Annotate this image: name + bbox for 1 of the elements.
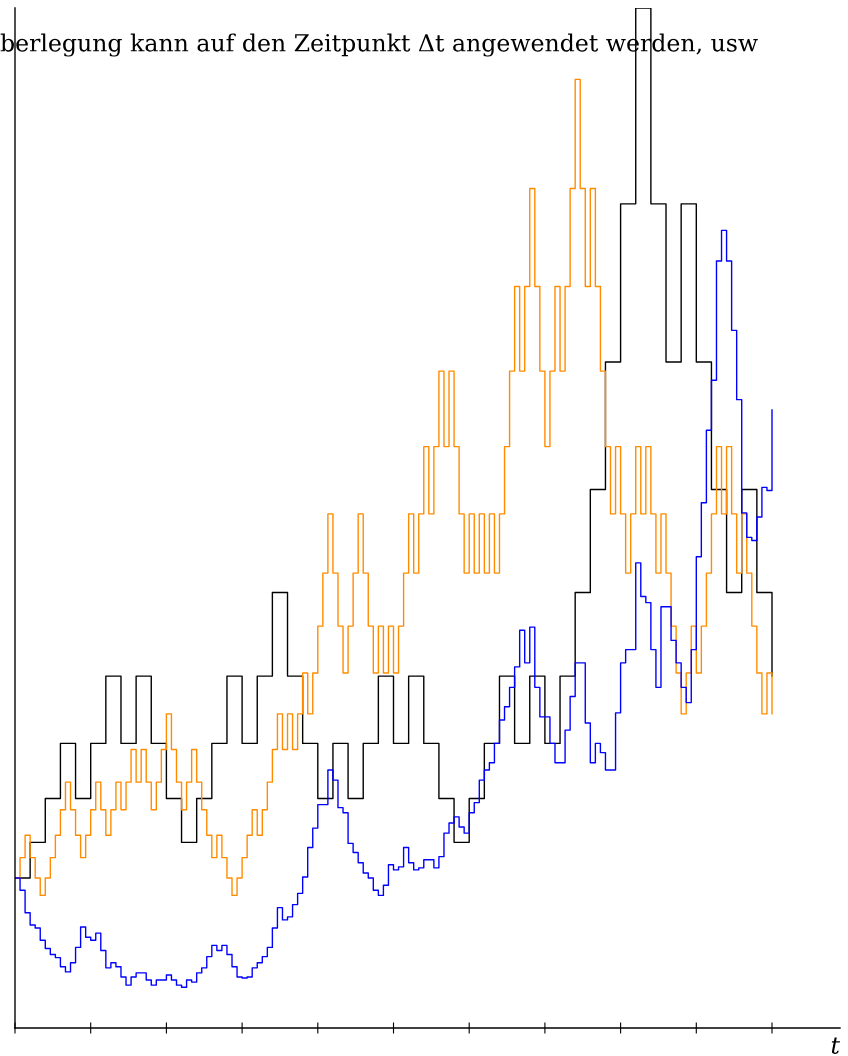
x-axis-title: t [831, 1037, 841, 1054]
